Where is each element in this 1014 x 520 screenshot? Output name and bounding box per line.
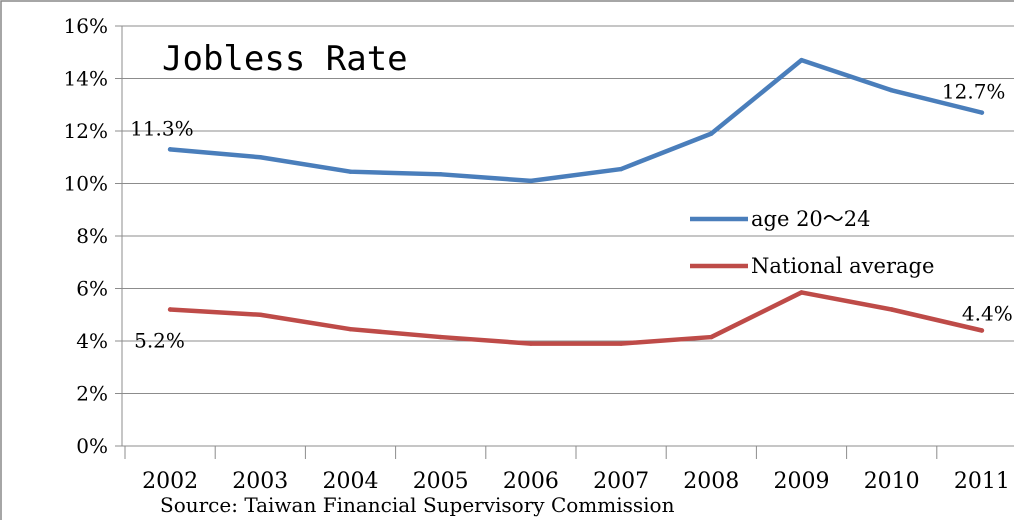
x-tick-label: 2005 <box>413 469 469 494</box>
data-point-s1-1 <box>258 312 263 317</box>
data-point-s0-6 <box>709 131 714 136</box>
data-labels: 11.3% 12.7% 5.2% 4.4% <box>130 80 1013 353</box>
series-line-0 <box>167 57 985 184</box>
data-point-s0-3 <box>438 172 443 177</box>
series-line-1 <box>167 290 985 346</box>
data-label: 4.4% <box>962 302 1013 326</box>
data-point-s1-8 <box>889 307 894 312</box>
series-lines <box>167 57 985 346</box>
y-tick-label: 4% <box>76 329 108 353</box>
y-tick-label: 16% <box>64 14 108 38</box>
data-point-s1-4 <box>528 341 534 346</box>
gridlines <box>122 25 1014 394</box>
x-tick-label: 2006 <box>503 469 559 494</box>
x-tick-label: 2008 <box>683 469 739 494</box>
x-tick-label: 2007 <box>593 469 649 494</box>
y-tick-label: 10% <box>64 172 108 196</box>
x-tick-label: 2009 <box>774 469 830 494</box>
legend: age 20～24 National average <box>690 207 934 278</box>
data-point-s0-8 <box>889 88 894 93</box>
data-point-s0-1 <box>258 155 263 160</box>
data-point-s0-5 <box>618 166 624 172</box>
y-tick-label: 8% <box>76 224 108 248</box>
y-tick-label: 14% <box>64 67 108 91</box>
y-tick-label: 2% <box>76 382 108 406</box>
data-point-s1-9 <box>979 328 985 333</box>
data-point-s0-9 <box>979 110 985 115</box>
data-point-s1-0 <box>167 307 173 312</box>
data-point-s0-4 <box>528 178 534 184</box>
data-point-s1-2 <box>348 326 353 332</box>
data-point-s1-6 <box>709 334 714 340</box>
data-point-s0-2 <box>348 169 353 174</box>
y-tick-label: 0% <box>76 434 108 458</box>
data-label: 11.3% <box>130 116 194 140</box>
y-tick-label: 12% <box>64 119 108 143</box>
x-tick-label: 2010 <box>864 469 920 494</box>
x-tick-label: 2004 <box>323 469 379 494</box>
data-label: 5.2% <box>134 329 185 353</box>
data-point-s1-7 <box>799 290 804 295</box>
y-tick-label: 6% <box>76 277 108 301</box>
data-label: 12.7% <box>942 80 1006 104</box>
chart-title: Jobless Rate <box>162 39 408 79</box>
data-point-s0-7 <box>799 57 804 63</box>
data-point-s0-0 <box>167 147 173 152</box>
axes: 0% 2% 4% 6% 8% 10% 12% 14% 16% 2002 2003 2004 2005 20… <box>64 14 1014 494</box>
x-tick-label: 2002 <box>142 469 198 494</box>
legend-label: National average <box>751 254 934 278</box>
data-point-s1-3 <box>438 334 443 340</box>
x-tick-label: 2003 <box>232 469 288 494</box>
x-tick-label: 2011 <box>954 469 1010 494</box>
data-point-s1-5 <box>618 341 624 346</box>
source-note: Source: Taiwan Financial Supervisory Com… <box>160 493 675 517</box>
legend-label: age 20～24 <box>751 207 871 231</box>
